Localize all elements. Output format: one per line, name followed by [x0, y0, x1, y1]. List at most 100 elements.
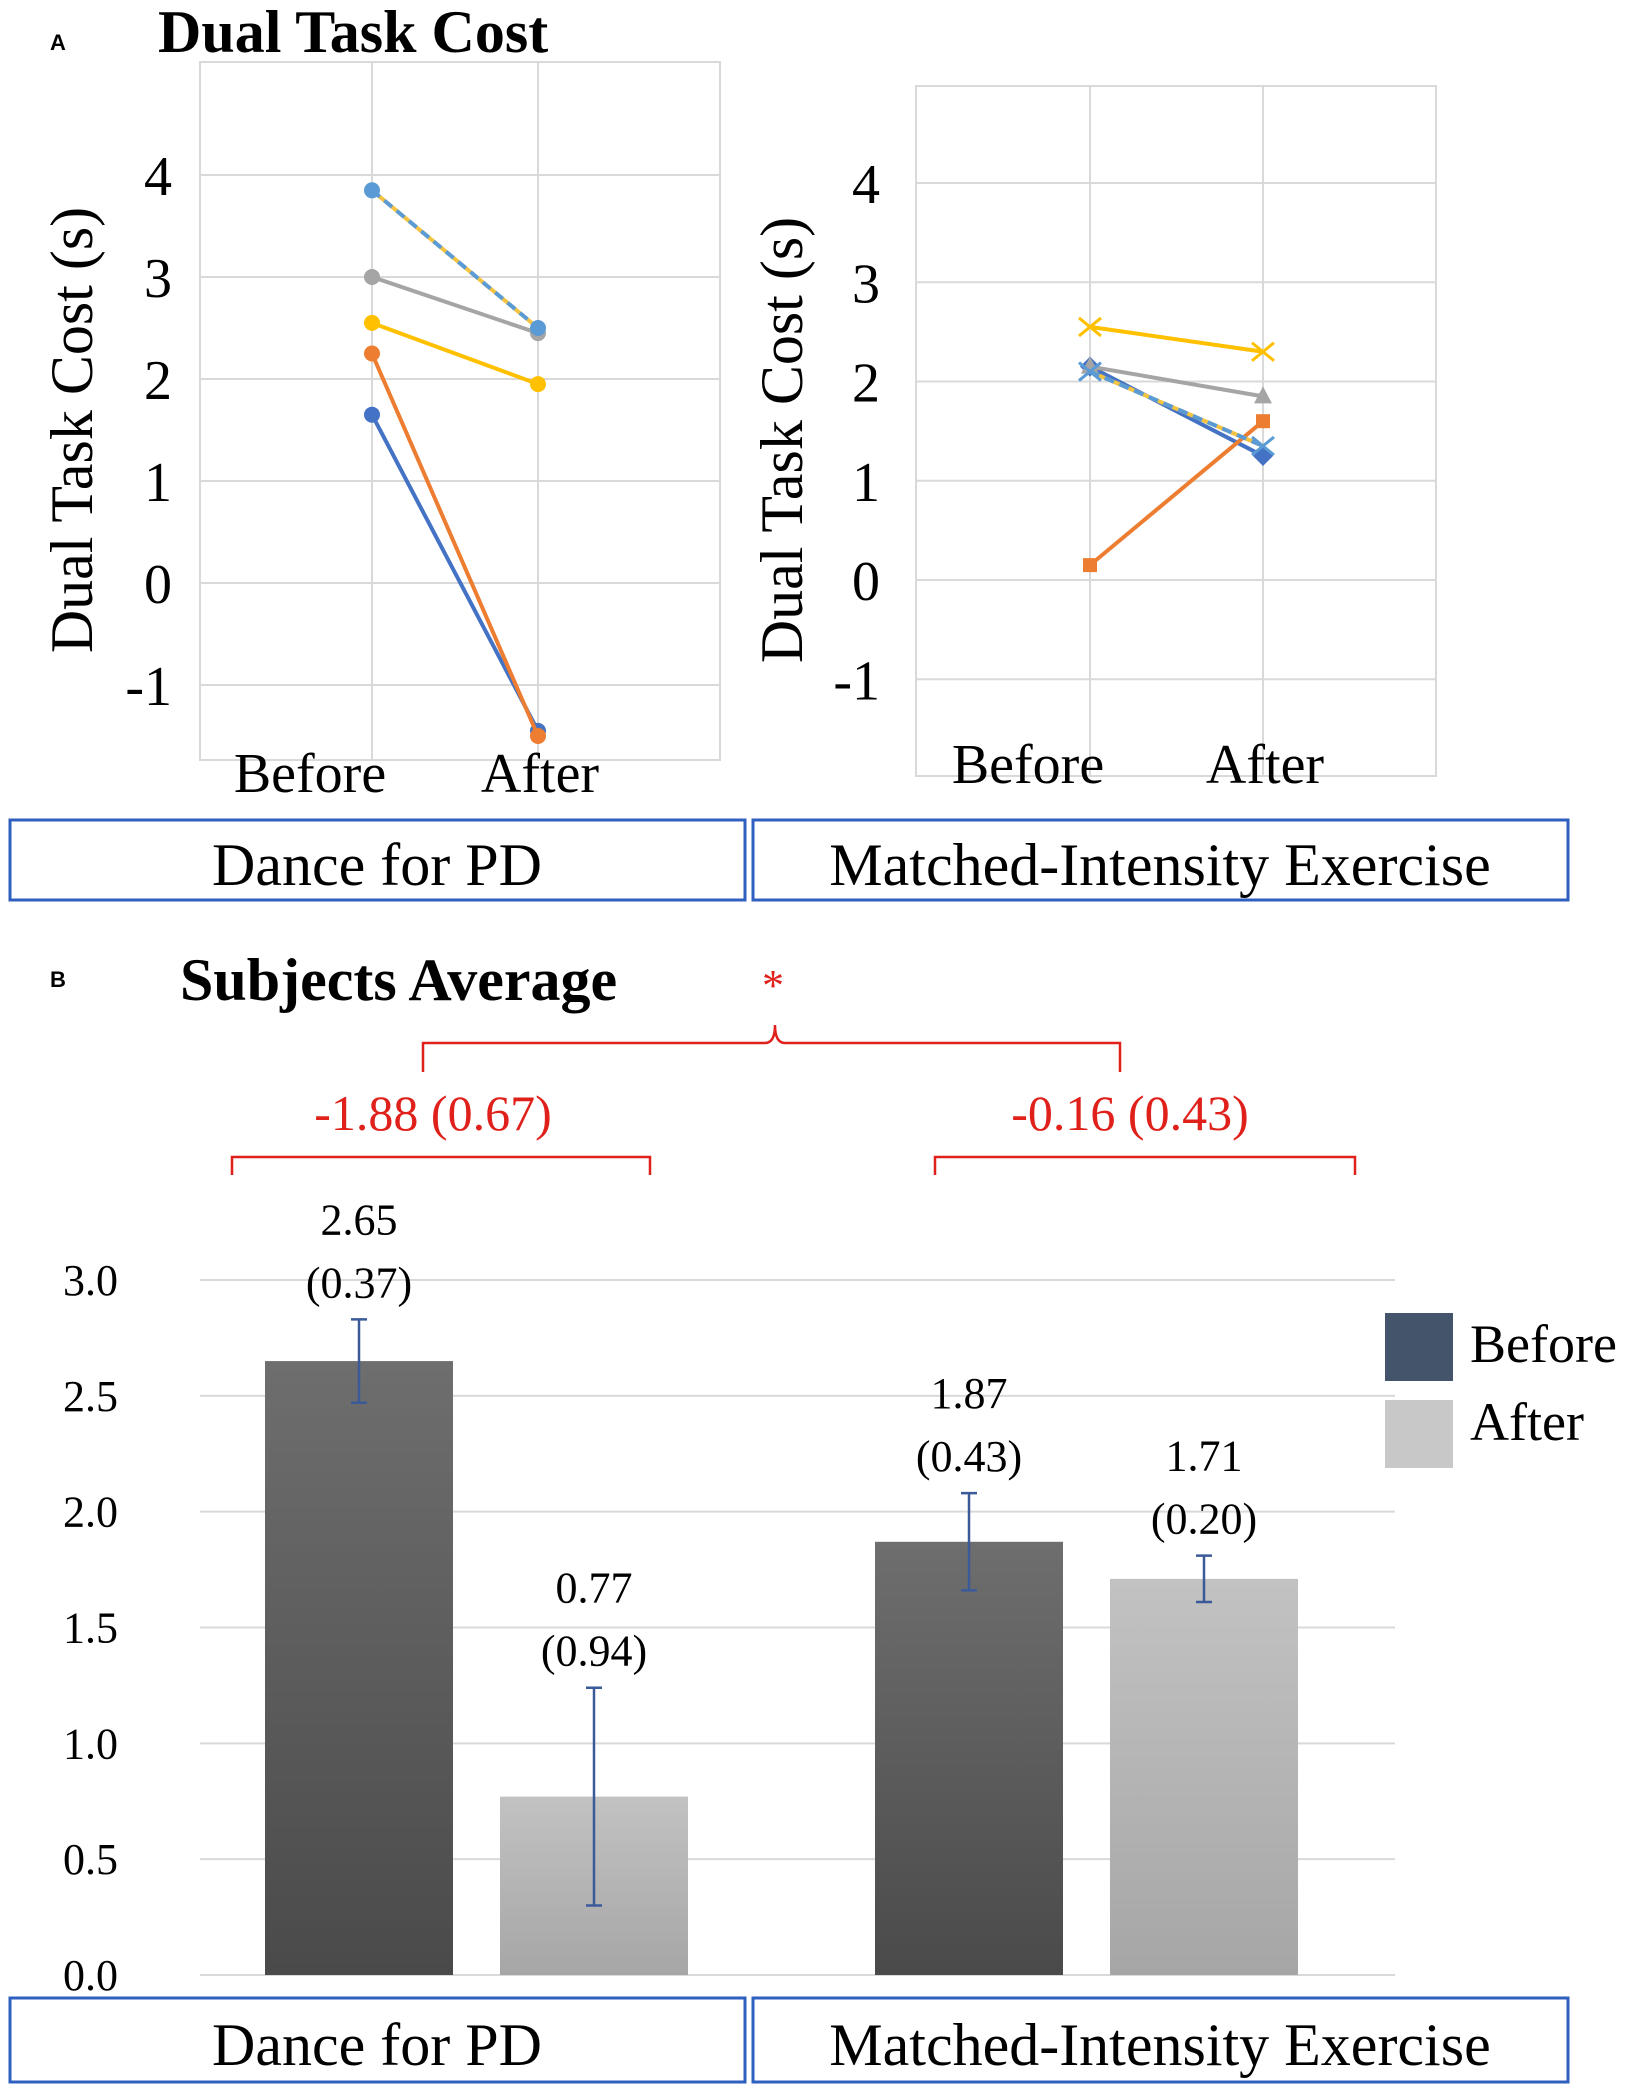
y-tick-label: -1	[833, 650, 880, 712]
legend-swatch-after	[1385, 1400, 1453, 1468]
y-tick-label: 4	[852, 154, 880, 216]
group-box-frame	[751, 818, 1570, 902]
error-bar	[586, 1686, 602, 1907]
data-point	[364, 345, 380, 362]
comparison-brace	[421, 1024, 1122, 1072]
series-s2	[1083, 414, 1270, 573]
group-label: Matched-Intensity Exercise	[829, 832, 1490, 898]
bar-sd-label: (0.43)	[916, 1432, 1022, 1481]
y-tick-label: 0	[144, 554, 172, 616]
x-category-label: Before	[234, 743, 386, 805]
group-label: Dance for PD	[212, 2012, 542, 2078]
series-s2	[364, 345, 546, 744]
series-s5	[364, 182, 546, 336]
data-point	[530, 320, 546, 336]
series-line	[370, 352, 540, 737]
series-s4	[364, 314, 546, 393]
x-category-label: Before	[952, 734, 1104, 796]
data-point	[1251, 435, 1275, 457]
y-tick-label: 0.0	[63, 1951, 118, 2000]
significance-star: *	[762, 961, 784, 1010]
bar-after	[1110, 1578, 1298, 1975]
data-point	[530, 376, 546, 393]
line-chart-dance: 4 3 2 1 0 -1 Before After Dual Task Cost (s)	[39, 61, 721, 805]
bar-value-label: 1.71	[1166, 1432, 1243, 1481]
series-line	[371, 275, 539, 335]
series-line	[371, 321, 539, 386]
bar-sd-label: (0.20)	[1151, 1495, 1257, 1544]
data-point	[1253, 445, 1273, 466]
x-category-label: After	[481, 743, 600, 805]
y-tick-label: 2.0	[63, 1488, 118, 1537]
data-point	[364, 314, 380, 331]
data-point	[364, 269, 380, 285]
data-point	[364, 406, 380, 423]
y-tick-label: 0.5	[63, 1835, 118, 1884]
y-tick-label: 2	[852, 353, 880, 415]
bar-value-label: 2.65	[321, 1195, 398, 1244]
y-tick-label: 3	[852, 253, 880, 315]
bar-value-label: 1.87	[931, 1369, 1008, 1418]
panel-a-title: Dual Task Cost	[158, 0, 548, 65]
y-tick-label: -1	[125, 656, 172, 718]
legend-label-before: Before	[1470, 1314, 1617, 1374]
group-box-dance-a: Dance for PD	[8, 818, 747, 902]
bar-before	[265, 1361, 453, 1975]
data-point	[364, 182, 380, 199]
y-tick-label: 3	[144, 248, 172, 310]
group-box-frame	[8, 818, 747, 902]
plot-frame	[199, 61, 721, 761]
series-line	[1089, 369, 1264, 448]
data-point	[1078, 361, 1102, 382]
data-point	[1254, 386, 1272, 404]
data-point	[1256, 414, 1270, 429]
y-tick-label: 1.0	[63, 1719, 118, 1768]
y-tick-label: 1	[852, 452, 880, 514]
line-chart-exercise: 4 3 2 1 0 -1 Before After Dual Task Cost (s)	[749, 85, 1437, 796]
series-line	[1089, 364, 1264, 458]
series-s1	[1080, 356, 1273, 466]
group-box-exercise-a: Matched-Intensity Exercise	[751, 818, 1570, 902]
series-line-dash	[370, 188, 540, 330]
bar-before	[875, 1541, 1063, 1975]
y-axis-label: Dual Task Cost (s)	[749, 217, 815, 663]
bar-sd-label: (0.94)	[541, 1627, 647, 1676]
difference-label-exercise: -0.16 (0.43)	[1011, 1085, 1248, 1141]
data-point	[1083, 558, 1097, 573]
group-box-dance-b: Dance for PD	[8, 1996, 747, 2084]
difference-bracket-dance	[230, 1155, 652, 1175]
data-point	[530, 728, 546, 744]
series-line	[370, 413, 540, 732]
y-tick-label: 0	[852, 551, 880, 613]
y-tick-label: 3.0	[63, 1256, 118, 1305]
series-s4	[1078, 316, 1275, 362]
group-label: Matched-Intensity Exercise	[829, 2012, 1490, 2078]
bar-sd-label: (0.37)	[306, 1258, 412, 1307]
panel-b-title: Subjects Average	[180, 947, 617, 1013]
group-box-exercise-b: Matched-Intensity Exercise	[751, 1996, 1570, 2084]
data-point	[1078, 316, 1102, 338]
series-line	[1088, 419, 1265, 567]
group-box-frame	[751, 1996, 1570, 2084]
y-tick-label: 2.5	[63, 1372, 118, 1421]
legend-label-after: After	[1470, 1392, 1584, 1452]
legend-swatch-before	[1385, 1313, 1453, 1381]
y-tick-label: 4	[144, 146, 172, 208]
series-line	[1089, 364, 1264, 399]
series-line	[1089, 324, 1264, 354]
series-s5	[1078, 361, 1275, 457]
bar-chart-average: 0.0 0.5 1.0 1.5 2.0 2.5 3.0 2.65 (0.37) 0.77 (0.9…	[63, 1195, 1395, 2000]
error-bar	[1196, 1554, 1212, 1604]
difference-label-dance: -1.88 (0.67)	[314, 1085, 551, 1141]
x-category-label: After	[1206, 734, 1325, 796]
difference-bracket-exercise	[933, 1155, 1357, 1175]
y-tick-label: 1	[144, 452, 172, 514]
group-box-frame	[8, 1996, 747, 2084]
panel-b-letter: B	[50, 967, 66, 992]
y-tick-label: 1.5	[63, 1604, 118, 1653]
legend: Before After	[1385, 1313, 1617, 1468]
panel-a-letter: A	[50, 30, 66, 55]
y-tick-label: 2	[144, 350, 172, 412]
error-bar	[961, 1491, 977, 1592]
